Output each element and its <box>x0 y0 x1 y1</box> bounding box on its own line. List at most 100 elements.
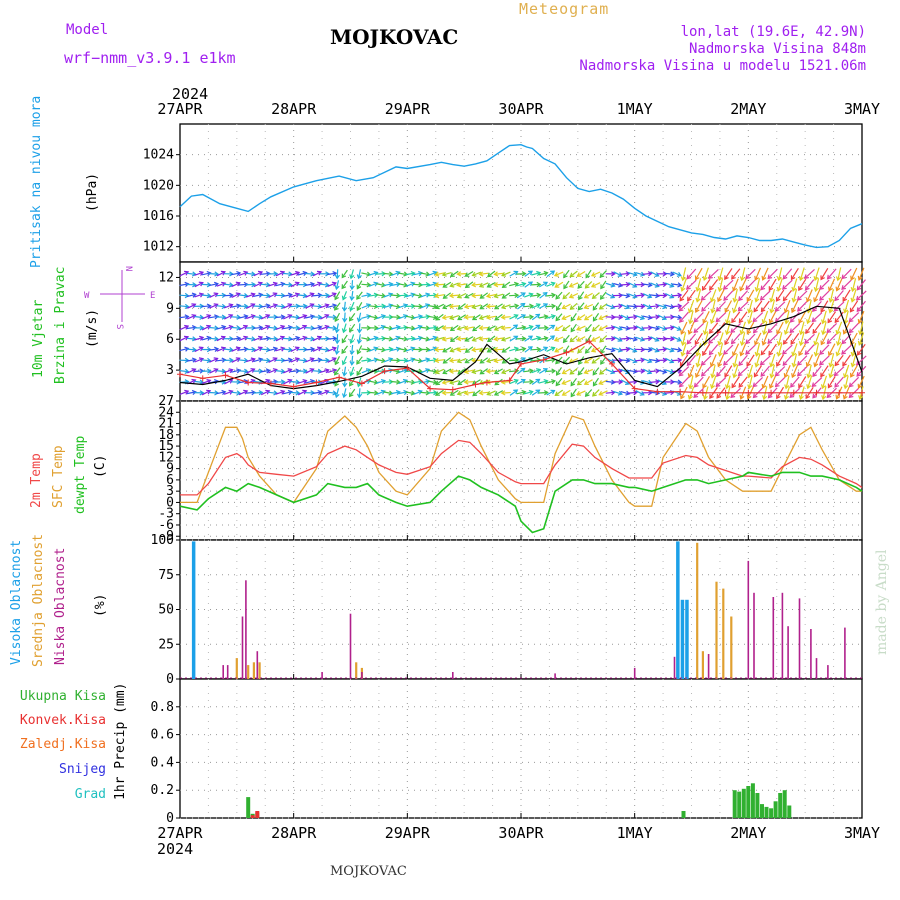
wind-arrow <box>562 291 571 300</box>
wind-arrow-head <box>835 341 842 347</box>
wind-arrow-head <box>206 314 212 320</box>
cloud-bar <box>355 662 358 679</box>
wind-arrow <box>807 364 812 378</box>
wind-arrow-head <box>348 316 354 322</box>
wind-arrow <box>792 288 798 302</box>
wind-arrow <box>464 369 474 373</box>
wind-arrow <box>812 365 822 377</box>
wind-arrow-head <box>677 282 683 288</box>
wind-arrow <box>343 301 346 311</box>
model-name: wrf−nmm_v3.9.1 e1km <box>64 49 236 67</box>
wind-arrow <box>231 347 241 352</box>
wind-arrow-head <box>243 335 249 341</box>
wind-arrow-head <box>561 304 567 310</box>
wind-arrow <box>768 343 777 356</box>
wind-arrow <box>336 323 339 333</box>
wind-arrow <box>187 303 196 309</box>
wind-arrow-head <box>768 318 774 324</box>
wind-arrow-head <box>554 347 560 353</box>
wind-arrow-head <box>857 275 863 281</box>
wind-arrow <box>208 391 219 394</box>
cloud-labels: Visoka Oblacnost Srednja Oblacnost Niska… <box>9 534 108 667</box>
wind-arrow-head <box>341 284 347 290</box>
wind-arrow <box>657 304 667 309</box>
wind-arrow-head <box>731 383 737 389</box>
y-tick-label: 0 <box>166 495 174 510</box>
wind-arrow-head <box>236 368 242 374</box>
wind-arrow-head <box>737 306 743 312</box>
wind-arrow-head <box>450 337 455 342</box>
wind-arrow-head <box>791 351 797 357</box>
wind-arrow-head <box>302 368 308 374</box>
wind-arrow <box>577 280 585 289</box>
wind-arrow <box>718 267 724 281</box>
wind-arrow-head <box>774 371 780 377</box>
wind-arrow <box>472 369 482 373</box>
wind-arrow-head <box>730 393 736 399</box>
wind-arrow-head <box>265 357 271 364</box>
wind-arrow <box>442 346 452 353</box>
wind-arrow <box>487 346 496 353</box>
wind-arrow-head <box>791 373 797 379</box>
wind-arrow <box>268 326 278 329</box>
wind-arrow-head <box>334 393 340 399</box>
wind-arrow-head <box>731 274 736 280</box>
wind-arrow-head <box>529 303 535 309</box>
wind-arrow-head <box>272 346 279 352</box>
wind-arrow-head <box>373 335 379 341</box>
wind-arrow-head <box>251 271 257 277</box>
wind-arrow <box>775 376 786 387</box>
wind-arrow <box>769 311 777 324</box>
precip-bar <box>255 811 260 818</box>
wind-arrow <box>702 278 711 291</box>
wind-arrow <box>487 281 496 288</box>
wind-arrow-head <box>647 335 653 342</box>
wind-arrow <box>405 326 415 330</box>
wind-arrow-head <box>583 304 589 310</box>
wind-arrow-head <box>562 359 568 365</box>
wind-arrow-head <box>591 294 597 300</box>
wind-arrow-head <box>702 318 708 324</box>
wind-arrow-head <box>514 281 520 287</box>
wind-arrow-head <box>334 295 339 301</box>
wind-arrow-head <box>448 303 454 310</box>
wind-arrow-head <box>798 351 803 357</box>
wind-arrow <box>312 336 322 342</box>
wind-arrow <box>334 367 341 376</box>
wind-arrow <box>179 305 189 308</box>
wind-arrow-head <box>543 335 549 342</box>
wind-arrow <box>710 354 717 367</box>
wind-arrow <box>782 344 793 355</box>
wind-arrow-head <box>206 368 212 374</box>
wind-arrow <box>435 325 444 331</box>
wind-arrow-head <box>760 307 766 313</box>
wind-arrow-head <box>235 346 241 352</box>
wind-arrow-head <box>760 350 766 356</box>
wind-arrow-head <box>632 347 638 353</box>
wind-arrow <box>791 300 799 313</box>
wind-arrow-head <box>680 351 686 357</box>
wind-arrow-head <box>501 358 507 364</box>
wind-arrow <box>398 314 408 320</box>
wind-arrow-head <box>295 335 301 341</box>
wind-arrow <box>738 290 749 301</box>
wind-arrow-head <box>710 384 716 390</box>
wind-arrow-head <box>527 346 533 351</box>
wind-arrow-head <box>708 350 714 356</box>
wind-arrow-head <box>639 315 646 321</box>
wind-arrow <box>820 267 829 280</box>
wind-arrow-head <box>272 281 278 287</box>
wind-arrow <box>664 282 674 287</box>
wind-arrow-head <box>555 359 560 365</box>
wind-labels: 10m Vjetar Brzina i Pravac (m/s) N W E S <box>31 266 155 384</box>
wind-arrow <box>650 336 659 342</box>
wind-arrow <box>834 376 844 388</box>
wind-arrow <box>635 390 645 396</box>
wind-arrow-head <box>855 295 861 301</box>
wind-arrow <box>563 334 570 343</box>
wind-arrow-head <box>471 271 477 277</box>
wind-arrow <box>650 347 659 352</box>
wind-arrow <box>268 357 277 363</box>
wind-arrow <box>709 279 719 291</box>
wind-arrow-head <box>762 330 768 336</box>
